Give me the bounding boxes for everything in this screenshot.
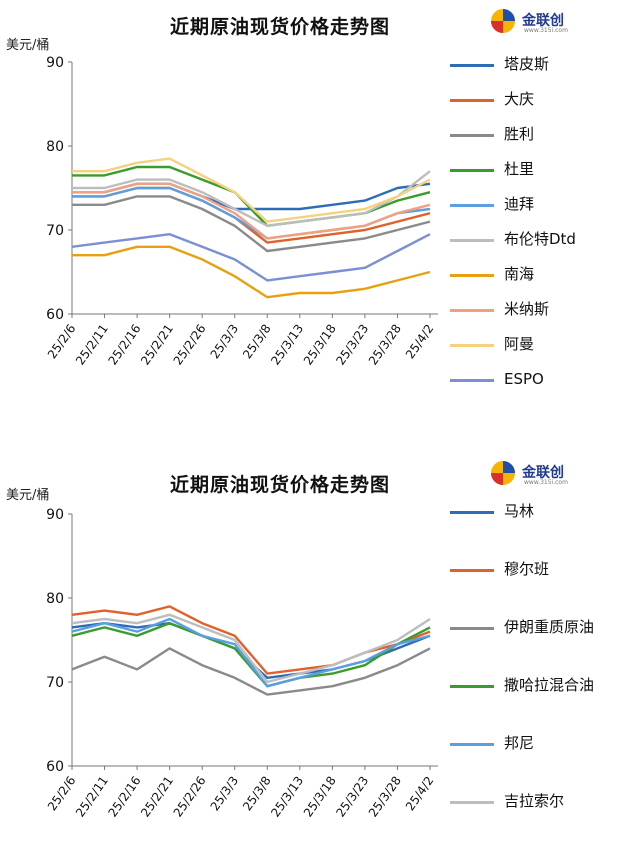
legend-swatch	[450, 379, 494, 382]
logo-subtext: www.315i.com	[524, 27, 568, 34]
legend-swatch	[450, 204, 494, 207]
logo-subtext: www.315i.com	[524, 479, 568, 486]
logo-text: 金联创	[522, 13, 564, 29]
legend-label: 胜利	[504, 125, 535, 143]
legend-swatch	[450, 743, 494, 746]
legend-label: 塔皮斯	[504, 55, 550, 73]
x-tick-label: 25/3/23	[333, 322, 371, 368]
series-line-5	[72, 170, 431, 228]
series-line-9	[71, 232, 431, 282]
legend-swatch	[450, 685, 494, 688]
x-tick-label: 25/2/11	[73, 322, 111, 368]
legend-label: 大庆	[504, 90, 535, 108]
brand-logo: 金联创 www.315i.com	[488, 458, 598, 492]
y-tick-label: 70	[46, 223, 64, 239]
legend-label: 布伦特Dtd	[504, 230, 576, 248]
x-tick-label: 25/3/8	[240, 774, 274, 814]
legend-swatch	[450, 134, 494, 137]
y-tick-label: 90	[46, 507, 64, 523]
x-tick-label: 25/3/13	[268, 774, 306, 820]
legend-swatch	[450, 801, 494, 804]
logo-icon	[491, 9, 515, 33]
x-tick-label: 25/2/6	[45, 322, 79, 362]
x-tick-label: 25/3/28	[366, 774, 404, 820]
x-tick-label: 25/3/23	[333, 774, 371, 820]
legend-swatch	[450, 511, 494, 514]
x-tick-label: 25/3/28	[366, 322, 404, 368]
legend-label: 南海	[504, 265, 535, 283]
line-chart-1: 60 70 80 90 25/2/625/2/1125/2/1625/2/2125/2/…	[45, 55, 438, 368]
series-line-6	[72, 245, 431, 299]
legend-swatch	[450, 274, 494, 277]
x-tick-label: 25/3/3	[208, 774, 242, 814]
legend-label: 马林	[504, 502, 535, 520]
legend-label: 阿曼	[504, 335, 535, 353]
legend-swatch	[450, 64, 494, 67]
logo-icon	[491, 461, 515, 485]
chart-panel-1: 近期原油现货价格走势图 美元/桶 金联创 www.315i.com 60 70 80…	[0, 0, 625, 430]
series-line-7	[72, 182, 431, 240]
x-tick-label: 25/2/21	[138, 322, 176, 368]
legend-swatch	[450, 569, 494, 572]
legend-label: 撒哈拉混合油	[504, 676, 595, 694]
x-tick-label: 25/2/16	[106, 774, 144, 820]
series-line-2	[72, 195, 431, 253]
x-tick-label: 25/3/18	[301, 774, 339, 820]
legend-label: 邦尼	[504, 734, 535, 752]
y-tick-label: 80	[46, 139, 64, 155]
legend-label: ESPO	[504, 370, 544, 388]
legend-swatch	[450, 239, 494, 242]
x-tick-label: 25/4/2	[403, 774, 437, 814]
chart-title: 近期原油现货价格走势图	[169, 16, 390, 38]
x-tick-label: 25/2/16	[106, 322, 144, 368]
legend-swatch	[450, 169, 494, 172]
y-tick-label: 60	[46, 307, 64, 323]
x-tick-label: 25/2/26	[171, 322, 209, 368]
y-tick-label: 70	[46, 675, 64, 691]
legend-label: 穆尔班	[504, 560, 550, 578]
x-tick-label: 25/3/13	[268, 322, 306, 368]
logo-text: 金联创	[522, 465, 564, 481]
y-axis-unit: 美元/桶	[6, 488, 50, 503]
x-tick-label: 25/4/2	[403, 322, 437, 362]
x-tick-label: 25/2/26	[171, 774, 209, 820]
brand-logo: 金联创 www.315i.com	[488, 6, 598, 40]
y-axis-unit: 美元/桶	[6, 38, 50, 53]
legend-swatch	[450, 309, 494, 312]
x-tick-label: 25/3/18	[301, 322, 339, 368]
line-chart-2: 60 70 80 90 25/2/625/2/1125/2/1625/2/2125/2/…	[45, 507, 438, 820]
legend-label: 杜里	[504, 160, 535, 178]
y-tick-label: 90	[46, 55, 64, 71]
legend-swatch	[450, 344, 494, 347]
legend-label: 米纳斯	[504, 300, 550, 318]
x-tick-label: 25/3/3	[208, 322, 242, 362]
x-tick-label: 25/2/11	[73, 774, 111, 820]
legend-swatch	[450, 99, 494, 102]
x-tick-label: 25/2/6	[45, 774, 79, 814]
chart-title: 近期原油现货价格走势图	[169, 474, 390, 496]
series-line-4	[71, 617, 431, 688]
legend-swatch	[450, 627, 494, 630]
legend-label: 伊朗重质原油	[504, 618, 595, 636]
y-tick-label: 60	[46, 759, 64, 775]
series-line-2	[71, 647, 431, 696]
y-tick-label: 80	[46, 591, 64, 607]
series-line-3	[71, 621, 431, 688]
x-tick-label: 25/2/21	[138, 774, 176, 820]
x-tick-label: 25/3/8	[240, 322, 274, 362]
series-line-8	[72, 157, 431, 223]
chart-panel-2: 近期原油现货价格走势图 美元/桶 金联创 www.315i.com 60 70 80…	[0, 440, 625, 866]
legend-label: 迪拜	[504, 195, 535, 213]
series-line-5	[71, 613, 431, 684]
legend-label: 吉拉索尔	[504, 792, 565, 810]
